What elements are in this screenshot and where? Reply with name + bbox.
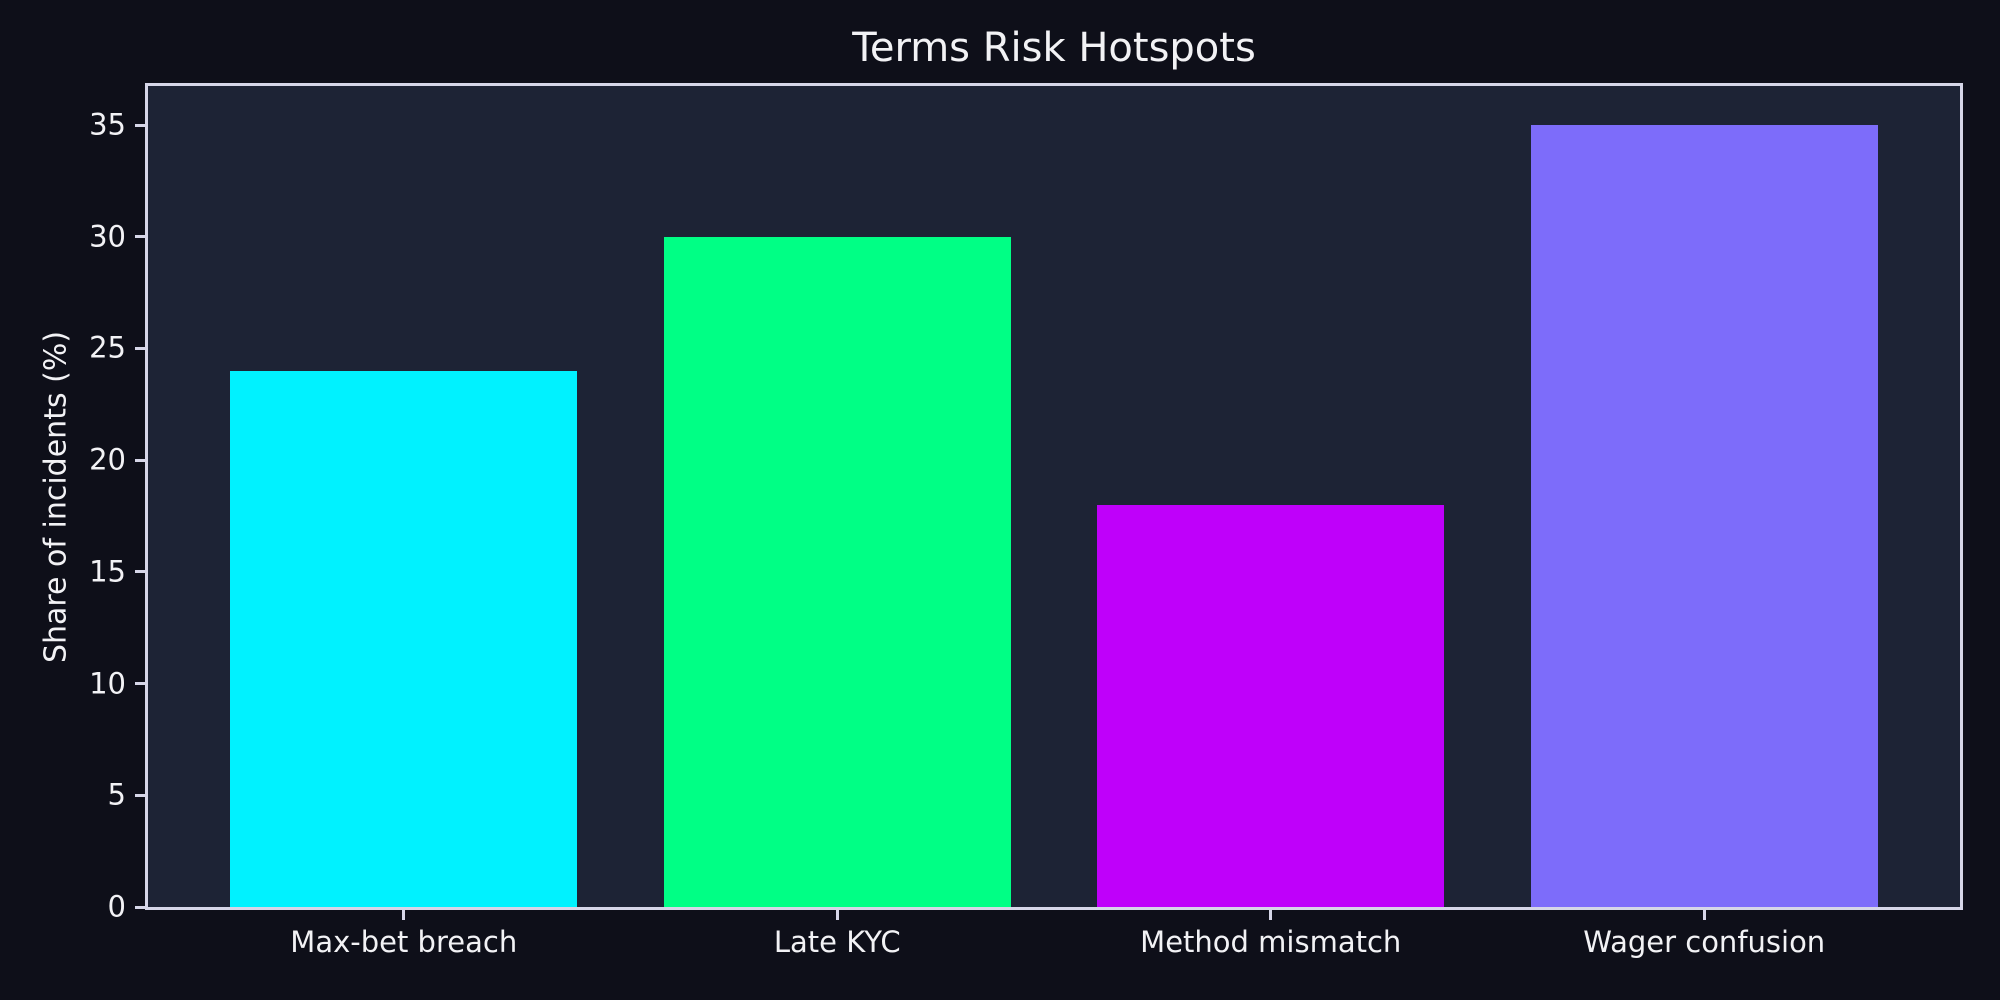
y-tick-label: 0	[107, 889, 126, 924]
y-tick-label: 15	[89, 554, 126, 589]
y-tick-mark	[135, 905, 145, 909]
bar-method-mismatch	[1097, 504, 1445, 907]
y-tick-mark	[135, 682, 145, 686]
y-tick-label: 30	[89, 219, 126, 254]
y-tick-mark	[135, 346, 145, 350]
y-tick-label: 20	[89, 442, 126, 477]
x-tick-mark	[835, 910, 839, 920]
y-tick-label: 10	[89, 666, 126, 701]
bar-late-kyc	[663, 236, 1011, 907]
x-tick-label-max-bet-breach: Max-bet breach	[290, 925, 518, 959]
plot-area	[145, 83, 1963, 910]
y-tick-label: 5	[107, 777, 126, 812]
y-tick-mark	[135, 793, 145, 797]
x-tick-mark	[402, 910, 406, 920]
y-tick-label: 25	[89, 330, 126, 365]
y-tick-mark	[135, 570, 145, 574]
y-tick-mark	[135, 123, 145, 127]
y-axis-label: Share of incidents (%)	[38, 330, 74, 663]
x-tick-label-wager-confusion: Wager confusion	[1583, 925, 1826, 959]
bar-wager-confusion	[1530, 125, 1878, 907]
chart-title: Terms Risk Hotspots	[852, 25, 1256, 71]
x-tick-label-late-kyc: Late KYC	[773, 925, 901, 959]
y-tick-label: 35	[89, 107, 126, 142]
y-tick-mark	[135, 235, 145, 239]
x-tick-label-method-mismatch: Method mismatch	[1140, 925, 1402, 959]
bar-max-bet-breach	[230, 370, 578, 907]
x-tick-mark	[1702, 910, 1706, 920]
y-tick-mark	[135, 458, 145, 462]
x-tick-mark	[1269, 910, 1273, 920]
